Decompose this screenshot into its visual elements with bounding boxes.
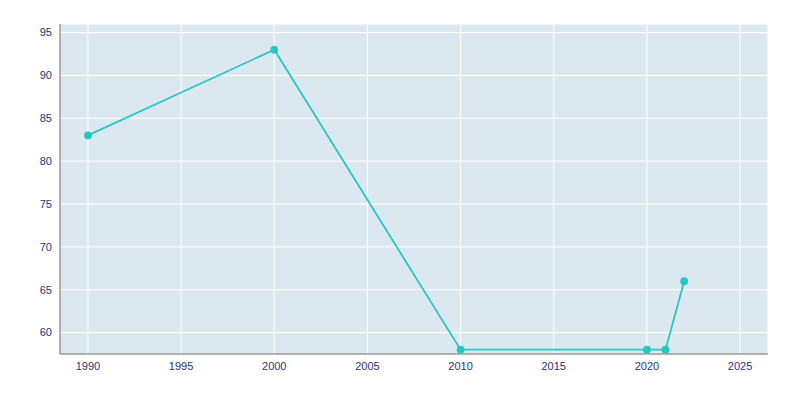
svg-text:60: 60 xyxy=(40,326,52,338)
svg-text:1990: 1990 xyxy=(76,360,100,372)
svg-text:2020: 2020 xyxy=(635,360,659,372)
svg-text:1995: 1995 xyxy=(169,360,193,372)
svg-text:65: 65 xyxy=(40,284,52,296)
svg-text:85: 85 xyxy=(40,112,52,124)
svg-text:2010: 2010 xyxy=(448,360,472,372)
svg-text:75: 75 xyxy=(40,198,52,210)
svg-text:2000: 2000 xyxy=(262,360,286,372)
svg-text:2005: 2005 xyxy=(355,360,379,372)
svg-text:90: 90 xyxy=(40,69,52,81)
svg-text:70: 70 xyxy=(40,241,52,253)
svg-text:95: 95 xyxy=(40,26,52,38)
svg-text:2015: 2015 xyxy=(541,360,565,372)
svg-text:80: 80 xyxy=(40,155,52,167)
svg-text:2025: 2025 xyxy=(728,360,752,372)
